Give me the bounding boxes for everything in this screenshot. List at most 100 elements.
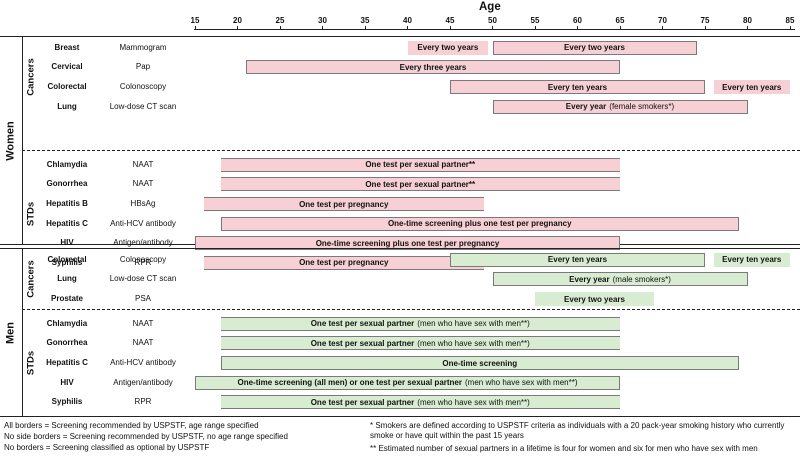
test-method: NAAT — [132, 318, 154, 328]
bar-label: One-time screening — [442, 358, 518, 368]
test-method: Anti-HCV antibody — [110, 358, 176, 367]
axis-title: Age — [479, 1, 501, 13]
bar-label: Every year — [569, 274, 610, 284]
bar-women-breast: Every two years — [492, 40, 697, 55]
tick-label: 30 — [318, 16, 327, 25]
bar-note: (men who have sex with men**) — [417, 338, 530, 348]
test-name: Lung — [57, 101, 77, 111]
bar-women-chlamydia: One test per sexual partner** — [220, 157, 620, 172]
section-label-divider — [22, 248, 23, 416]
bar-note: (male smokers*) — [612, 274, 671, 284]
test-method: NAAT — [132, 159, 154, 169]
tick-mark — [279, 26, 281, 30]
test-method: Antigen/antibody — [113, 377, 173, 387]
tick-label: 50 — [488, 16, 497, 25]
bar-label: One test per sexual partner — [310, 397, 415, 407]
bar-label: Every two years — [564, 294, 625, 304]
group-label-women-stds: STDs — [25, 201, 37, 226]
bar-label: One test per pregnancy — [299, 258, 389, 268]
legend-entry: All borders = Screening recommended by U… — [4, 421, 259, 430]
tick-mark — [364, 26, 366, 30]
group-label-men-cancers: Cancers — [25, 260, 37, 299]
section-top-line — [0, 248, 800, 249]
bar-note: (men who have sex with men**) — [417, 397, 530, 407]
footnote-smokers: * Smokers are defined according to USPST… — [370, 421, 785, 440]
tick-mark — [492, 26, 493, 30]
tick-mark — [704, 26, 706, 30]
test-name: Hepatitis C — [46, 358, 88, 367]
test-name: HIV — [60, 377, 74, 387]
test-method: Colonoscopy — [119, 254, 167, 264]
tick-label: 70 — [658, 16, 667, 25]
section-bottom-line — [0, 416, 800, 417]
tick-mark — [789, 26, 791, 30]
bar-label: One test per sexual partner — [310, 319, 415, 329]
test-name: Colorectal — [47, 82, 87, 91]
test-method: Anti-HCV antibody — [110, 218, 176, 228]
test-name: Cervical — [51, 62, 83, 72]
bar-women-hepatitis-b: One test per pregnancy — [203, 197, 484, 211]
bar-label: One-time screening plus one test per pre… — [387, 219, 572, 229]
bar-men-hiv: One-time screening (all men) or one test… — [195, 375, 620, 390]
tick-label: 85 — [785, 16, 795, 25]
bar-women-hiv: One-time screening plus one test per pre… — [195, 236, 620, 251]
group-label-men-stds: STDs — [25, 350, 37, 376]
bar-women-cervical: Every three years — [246, 60, 620, 75]
test-method: Low-dose CT scan — [109, 101, 177, 111]
bar-note: (men who have sex with men**) — [417, 319, 530, 329]
test-method: Pap — [135, 62, 151, 72]
tick-label: 20 — [233, 16, 242, 25]
axis-line — [194, 29, 795, 30]
legend-entry: No side borders = Screening recommended … — [4, 432, 288, 441]
tick-label: 40 — [403, 16, 412, 25]
tick-label: 65 — [615, 16, 625, 25]
bar-label: Every ten years — [722, 255, 782, 265]
bar-women-gonorrhea: One test per sexual partner** — [220, 177, 620, 192]
test-name: Prostate — [50, 294, 84, 303]
tick-label: 80 — [743, 16, 752, 25]
bar-men-hepatitis-c: One-time screening — [220, 356, 739, 370]
bar-women-syphilis: One test per pregnancy — [203, 255, 484, 270]
tick-mark — [662, 26, 663, 30]
tick-mark — [237, 26, 238, 30]
section-label-divider — [22, 36, 23, 244]
legend-entry: No borders = Screening classified as opt… — [4, 443, 210, 452]
bar-men-prostate: Every two years — [535, 292, 654, 306]
group-label-women-cancers: Cancers — [25, 58, 37, 96]
bar-label: One test per sexual partner** — [365, 160, 476, 170]
tick-mark — [577, 26, 578, 30]
tick-label: 55 — [530, 16, 540, 25]
bar-label: One-time screening plus one test per pre… — [315, 238, 500, 248]
bar-men-lung: Every year (male smokers*) — [492, 272, 748, 287]
test-name: Syphilis — [51, 257, 83, 267]
bar-label: One-time screening (all men) or one test… — [237, 378, 462, 388]
section-top-line — [0, 36, 800, 37]
test-method: HBsAg — [130, 199, 156, 208]
test-name: Hepatitis B — [46, 199, 88, 208]
test-name: Chlamydia — [46, 318, 88, 328]
test-method: Antigen/antibody — [113, 238, 173, 248]
tick-label: 15 — [190, 16, 200, 25]
bar-men-chlamydia: One test per sexual partner (men who have… — [220, 316, 620, 331]
test-method: NAAT — [132, 338, 154, 348]
bar-men-colorectal: Every ten years — [713, 252, 790, 267]
tick-mark — [747, 26, 748, 30]
tick-label: 35 — [360, 16, 370, 25]
tick-mark — [407, 26, 408, 30]
bar-label: Every ten years — [547, 82, 608, 92]
test-method: Low-dose CT scan — [109, 274, 177, 284]
test-method: RPR — [134, 257, 152, 267]
test-name: Syphilis — [51, 397, 83, 407]
bar-note: (female smokers*) — [609, 102, 675, 112]
bar-label: Every ten years — [547, 255, 608, 265]
bar-label: Every two years — [417, 43, 479, 53]
bar-label: Every two years — [564, 43, 625, 53]
test-name: Chlamydia — [46, 159, 88, 169]
tick-label: 60 — [573, 16, 582, 25]
test-method: NAAT — [132, 179, 154, 189]
footnote-partners: ** Estimated number of sexual partners i… — [370, 444, 758, 453]
tick-mark — [534, 26, 536, 30]
tick-mark — [194, 26, 196, 30]
group-separator — [22, 150, 800, 151]
